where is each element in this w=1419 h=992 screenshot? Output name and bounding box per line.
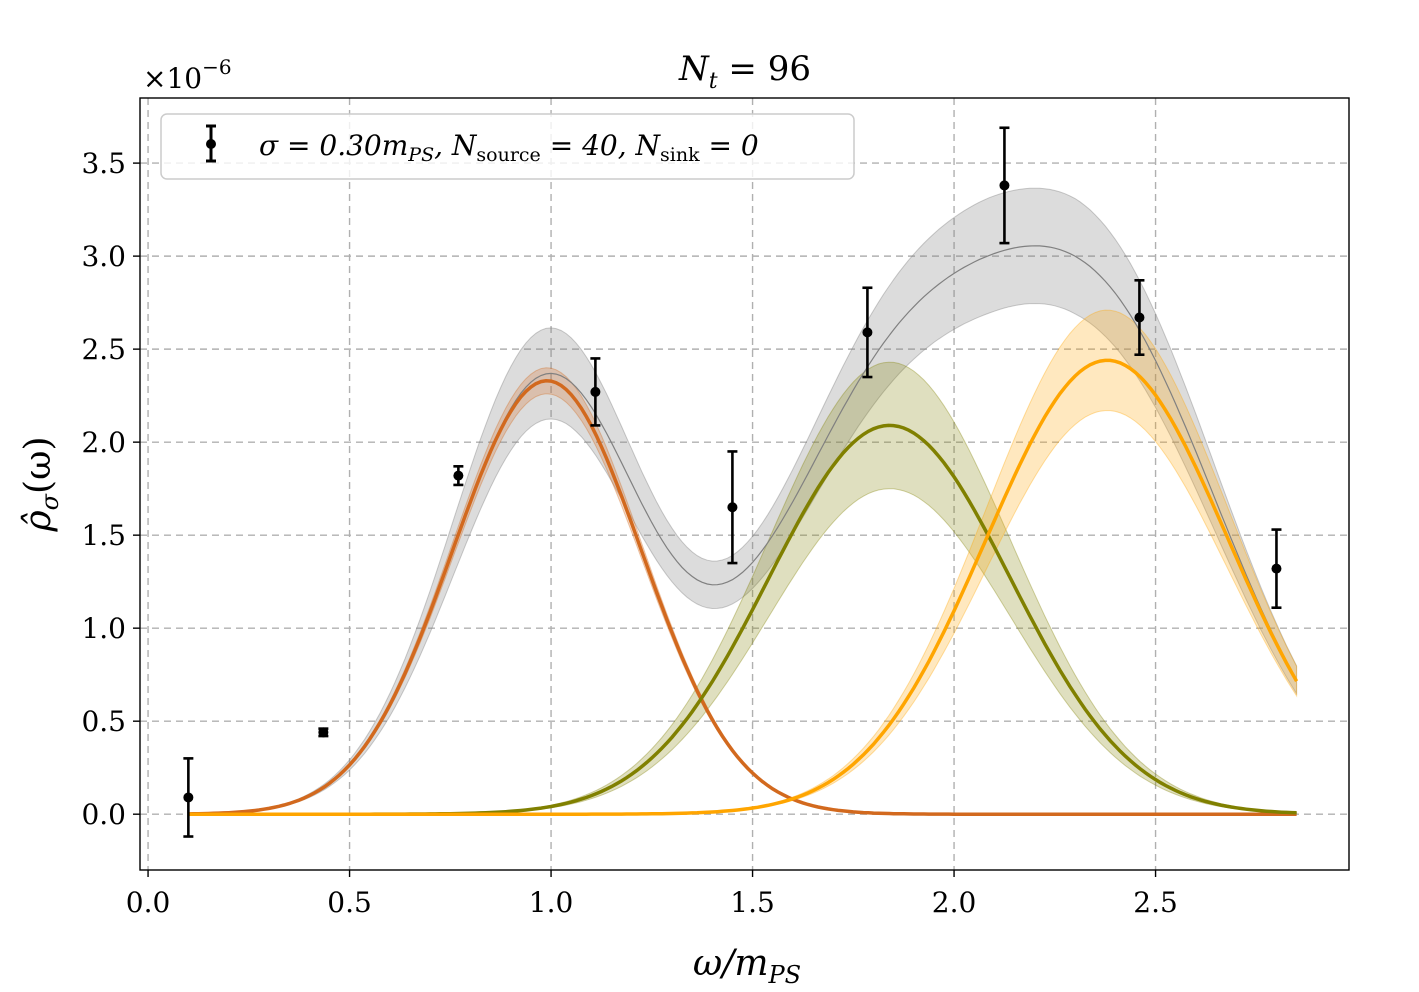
title-sub: t xyxy=(709,69,718,94)
y-multiplier-exponent: −6 xyxy=(202,55,231,79)
y-axis-multiplier: ×10−6 xyxy=(143,55,232,95)
y-tick-label: 2.0 xyxy=(81,426,126,459)
y-tick-label: 3.0 xyxy=(81,240,126,273)
legend-n2-value: = 0 xyxy=(700,129,759,162)
legend-n1-value: = 40, N xyxy=(541,129,662,162)
y-label-sub: σ xyxy=(36,493,64,510)
y-multiplier-base: ×10 xyxy=(143,62,202,95)
legend-ps: PS xyxy=(407,144,434,166)
y-axis-ticks: 0.0 0.5 1.0 1.5 2.0 2.5 3.0 3.5 xyxy=(81,147,140,831)
y-tick-label: 0.5 xyxy=(81,705,126,738)
y-tick-label: 1.0 xyxy=(81,612,126,645)
y-tick-label: 3.5 xyxy=(81,147,126,180)
data-point xyxy=(453,470,464,481)
chart-title: Nt = 96 xyxy=(678,49,811,94)
y-label-rest: (ω) xyxy=(18,436,59,493)
data-point xyxy=(1271,563,1282,574)
legend: σ = 0.30mPS, Nsource = 40, Nsink = 0 xyxy=(160,113,855,180)
x-tick-label: 1.5 xyxy=(730,886,775,919)
y-tick-label: 2.5 xyxy=(81,333,126,366)
legend-source: source xyxy=(476,144,540,166)
fit-curves xyxy=(188,245,1299,816)
x-tick-label: 2.5 xyxy=(1133,886,1178,919)
x-axis-ticks: 0.0 0.5 1.0 1.5 2.0 2.5 xyxy=(126,870,1178,919)
data-point xyxy=(590,386,601,397)
data-point xyxy=(999,180,1010,191)
x-label-sub: PS xyxy=(768,961,802,989)
data-point xyxy=(862,327,873,338)
peak-3-line xyxy=(188,358,1299,816)
total-fit-band xyxy=(187,187,1298,815)
peak-1-line xyxy=(188,379,1297,816)
x-label-main: ω/m xyxy=(693,943,769,984)
legend-label: σ = 0.30mPS, Nsource = 40, Nsink = 0 xyxy=(259,129,759,166)
x-tick-label: 1.0 xyxy=(529,886,574,919)
y-tick-label: 0.0 xyxy=(81,798,126,831)
title-main: N xyxy=(678,49,710,89)
title-rest: = 96 xyxy=(718,49,811,89)
legend-sink: sink xyxy=(660,144,700,166)
y-axis-label: ρ̂σ(ω) xyxy=(18,436,64,532)
legend-box xyxy=(160,113,855,180)
grid-lines xyxy=(140,98,1349,870)
legend-marker xyxy=(206,139,216,149)
data-point xyxy=(727,502,738,513)
y-label-hat: ρ̂ xyxy=(18,510,59,532)
x-tick-label: 0.0 xyxy=(126,886,171,919)
legend-n1: , N xyxy=(434,129,478,162)
x-tick-label: 2.0 xyxy=(932,886,977,919)
data-point xyxy=(183,792,194,803)
uncertainty-bands xyxy=(187,187,1298,815)
x-tick-label: 0.5 xyxy=(327,886,372,919)
x-axis-label: ω/mPS xyxy=(693,943,801,989)
data-points xyxy=(183,126,1282,838)
data-point xyxy=(318,727,329,738)
legend-sigma: σ = 0.30m xyxy=(259,129,408,162)
y-tick-label: 1.5 xyxy=(81,519,126,552)
data-point xyxy=(1134,312,1145,323)
plot-frame xyxy=(139,97,1350,871)
